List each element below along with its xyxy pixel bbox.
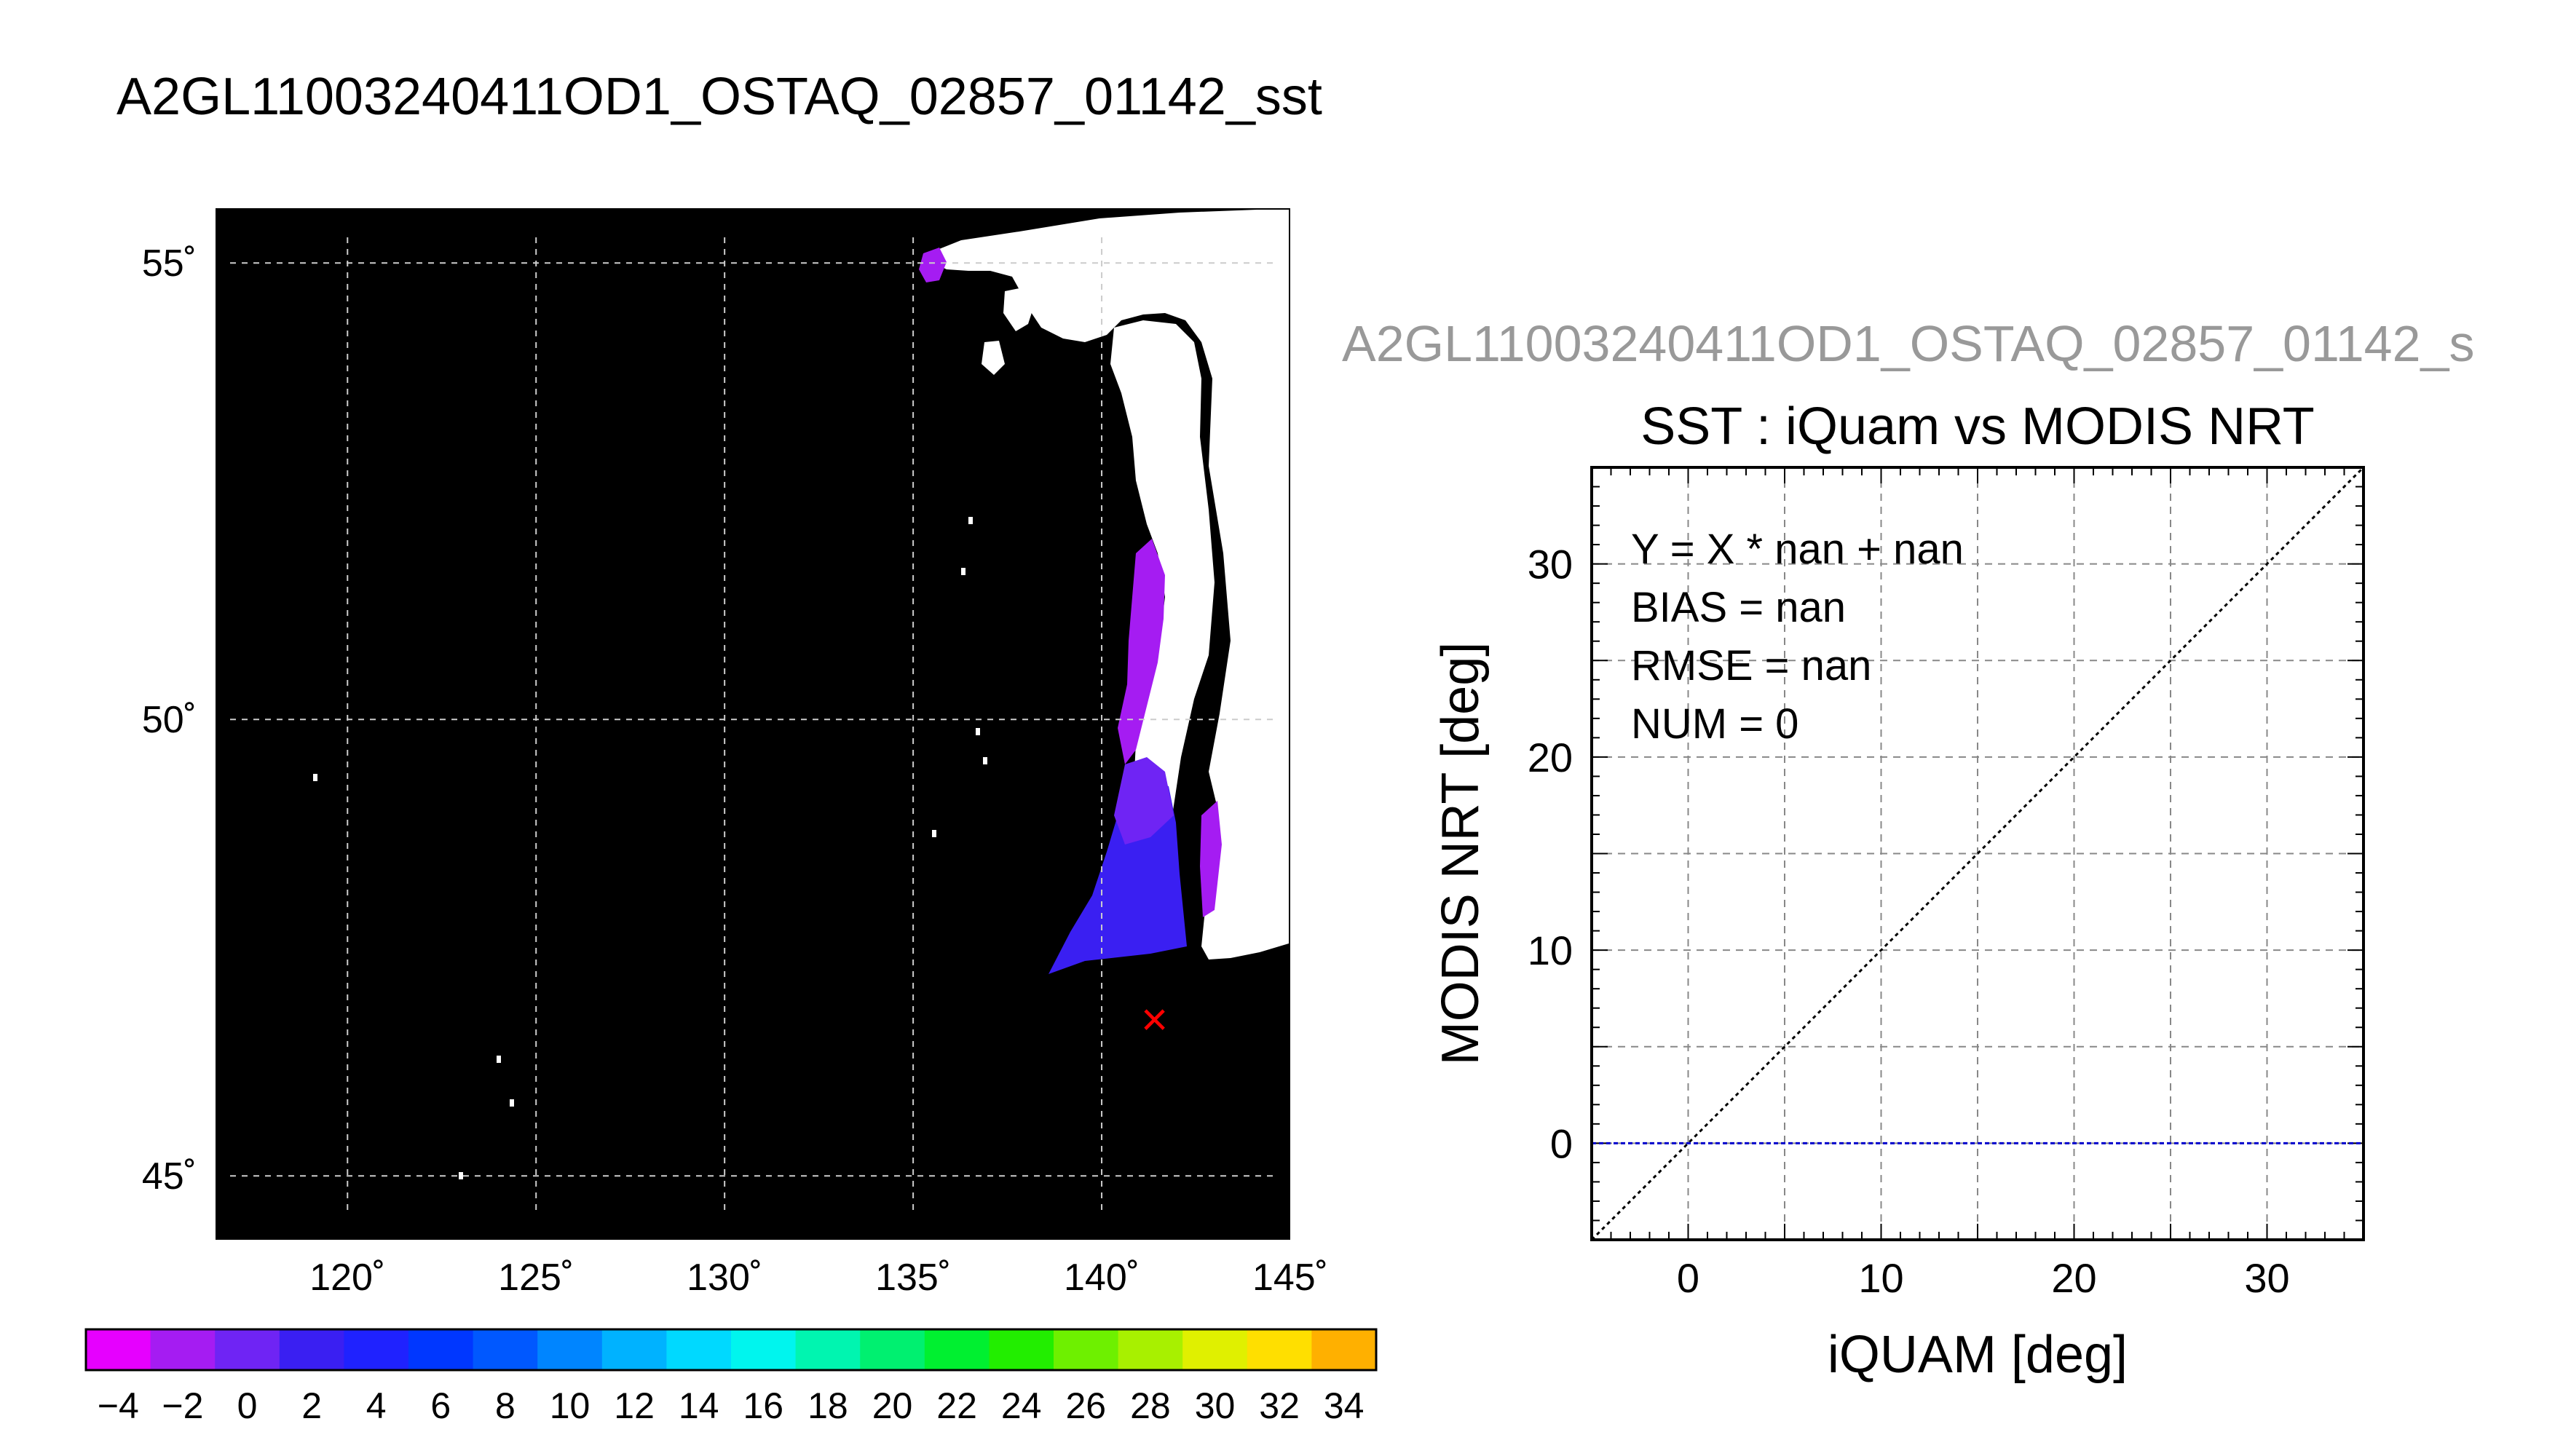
y-tick-label: 0 xyxy=(1550,1120,1573,1166)
stats-line: NUM = 0 xyxy=(1631,700,1798,748)
x-tick-label: 30 xyxy=(2244,1255,2289,1301)
scatter-title: SST : iQuam vs MODIS NRT xyxy=(1640,397,2315,456)
scatter-source-label: A2GL11003240411OD1_OSTAQ_02857_01142_s xyxy=(1342,315,2474,372)
stats-line: RMSE = nan xyxy=(1631,642,1871,689)
x-tick-label: 10 xyxy=(1858,1255,1903,1301)
x-tick-label: 0 xyxy=(1677,1255,1699,1301)
x-tick-label: 20 xyxy=(2051,1255,2096,1301)
x-axis-label: iQUAM [deg] xyxy=(1828,1326,2128,1384)
stats-line: Y = X * nan + nan xyxy=(1631,526,1964,573)
y-tick-label: 20 xyxy=(1528,735,1573,780)
stats-line: BIAS = nan xyxy=(1631,584,1846,631)
y-tick-label: 10 xyxy=(1528,927,1573,973)
y-tick-label: 30 xyxy=(1528,542,1573,587)
y-axis-label: MODIS NRT [deg] xyxy=(1431,642,1490,1066)
